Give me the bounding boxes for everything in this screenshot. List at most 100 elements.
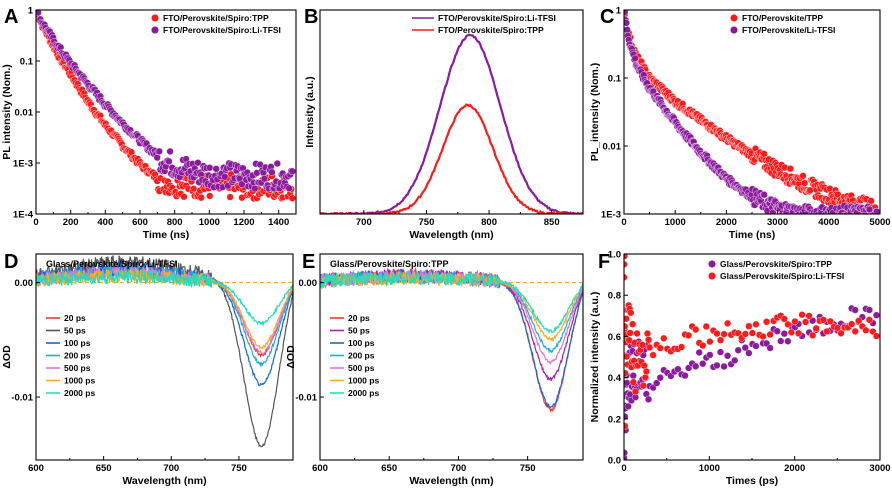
plot-frame <box>319 253 584 461</box>
panel-d: Glass/Perovskite/Spiro:Li-TFSI 20 ps 50 ps… <box>1 251 294 487</box>
data-point <box>760 191 768 199</box>
data-point <box>624 26 631 34</box>
y-tick-label: 0.01 <box>15 108 34 119</box>
series-line-2000 ps <box>36 268 293 327</box>
plot-area <box>36 10 296 203</box>
data-point <box>784 337 792 345</box>
x-tick-label: 800 <box>481 217 497 228</box>
data-point <box>153 154 161 162</box>
data-point <box>789 216 796 223</box>
data-point <box>624 315 630 323</box>
data-point <box>809 331 817 339</box>
x-tick-label: 200 <box>63 217 79 228</box>
y-tick-label: 0.00 <box>299 278 318 289</box>
data-point <box>809 218 816 225</box>
data-point <box>777 337 785 345</box>
data-point <box>794 329 803 337</box>
y-tick-label: 1E-3 <box>13 159 33 170</box>
data-point <box>629 320 637 328</box>
x-tick-label: 600 <box>132 217 148 228</box>
data-point <box>180 193 188 201</box>
y-axis-label: ΔOD <box>285 345 297 369</box>
x-tick-label: 4000 <box>818 217 839 228</box>
data-point <box>759 332 767 341</box>
data-point <box>716 348 725 356</box>
data-point <box>251 185 259 193</box>
x-tick-label: 700 <box>356 217 372 228</box>
legend-marker <box>729 25 739 35</box>
data-point <box>745 349 753 357</box>
legend-label: Glass/Perovskite/Spiro:TPP <box>720 259 832 269</box>
y-tick-label: 1 <box>28 6 34 17</box>
data-point <box>716 336 725 344</box>
y-tick-label: 0.2 <box>608 414 621 425</box>
data-point <box>855 317 863 325</box>
data-point <box>660 334 668 342</box>
data-point <box>197 194 205 202</box>
legend-label: 100 ps <box>348 338 375 348</box>
y-axis-label: ΔOD <box>1 345 13 369</box>
data-point <box>806 215 813 222</box>
plot-frame <box>35 253 294 461</box>
legend-label: 50 ps <box>64 326 86 336</box>
data-point <box>752 320 760 328</box>
x-axis-label: Times (ps) <box>726 475 778 487</box>
x-tick-label: 0 <box>33 217 38 228</box>
data-point <box>720 362 728 371</box>
data-point <box>629 372 637 380</box>
data-point <box>656 374 664 382</box>
data-point <box>766 330 774 339</box>
data-point <box>833 324 842 332</box>
x-axis-label: Time (ns) <box>143 229 189 241</box>
data-point <box>624 412 629 421</box>
data-point <box>784 320 792 328</box>
data-point <box>627 309 635 317</box>
legend-label: 20 ps <box>64 313 86 323</box>
data-point <box>713 361 721 369</box>
data-point <box>850 213 854 214</box>
data-point <box>624 402 632 411</box>
data-point <box>837 329 845 337</box>
data-point <box>799 213 802 214</box>
series-Glass/Perovskite/Spiro:Li-TFSI <box>624 254 880 430</box>
x-tick-label: 1000 <box>699 463 720 474</box>
data-point <box>787 328 795 336</box>
data-point <box>723 319 732 327</box>
y-tick-label: 0.8 <box>608 291 621 302</box>
panel-b: FTO/Perovskite/Spiro:Li-TFSI FTO/Perovski… <box>304 6 584 241</box>
data-point <box>872 311 880 319</box>
data-point <box>695 348 703 357</box>
data-point <box>862 326 870 334</box>
data-point <box>872 332 880 340</box>
data-point <box>865 316 873 324</box>
data-point <box>36 10 42 17</box>
data-point <box>643 329 652 338</box>
data-point <box>842 215 849 222</box>
data-point <box>752 342 760 350</box>
data-point <box>194 159 202 167</box>
panel-label: C <box>600 6 614 28</box>
data-point <box>165 157 173 166</box>
data-point <box>823 327 831 336</box>
data-point <box>226 193 234 201</box>
data-point <box>155 147 163 155</box>
series-line-FTO/Perovskite/Spiro:TPP <box>320 103 583 214</box>
panel-label: A <box>4 6 18 28</box>
data-point <box>851 327 859 335</box>
legend-label: 50 ps <box>348 326 370 336</box>
data-point <box>792 216 799 223</box>
x-tick-label: 1200 <box>233 217 254 228</box>
plot-area <box>320 33 583 214</box>
data-point <box>766 344 774 352</box>
data-point <box>206 164 214 172</box>
data-point <box>798 216 805 223</box>
data-point <box>839 218 846 225</box>
data-point <box>699 341 707 350</box>
data-point <box>268 168 276 176</box>
data-point <box>206 192 214 200</box>
data-point <box>674 365 682 373</box>
x-axis-label: Wavelength (nm) <box>122 475 206 487</box>
series-line-2000 ps <box>320 270 583 334</box>
legend-label: FTO/Perovskite/Spiro:TPP <box>438 25 544 35</box>
data-point <box>684 331 693 339</box>
